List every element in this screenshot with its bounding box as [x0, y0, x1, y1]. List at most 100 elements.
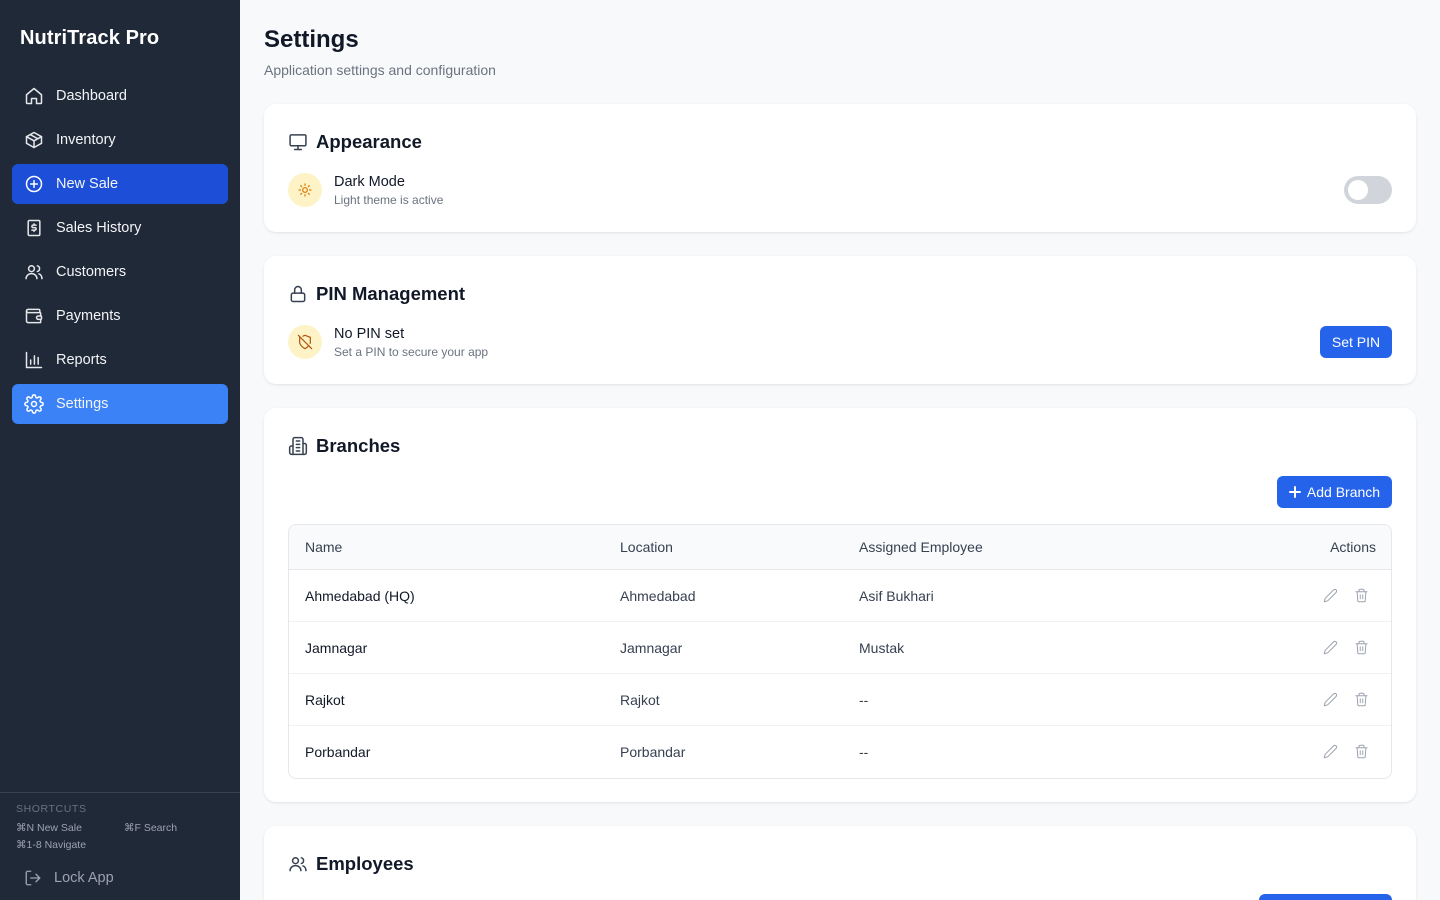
- column-header-employee: Assigned Employee: [859, 539, 983, 555]
- column-header-location: Location: [620, 539, 673, 555]
- dark-mode-row: Dark Mode Light theme is active: [288, 173, 1392, 207]
- trash-icon[interactable]: [1353, 586, 1369, 604]
- row-actions: [1307, 586, 1369, 604]
- monitor-icon: [289, 134, 307, 151]
- receipt-icon: [24, 218, 44, 238]
- logout-icon: [25, 870, 41, 886]
- pin-status-row: No PIN set Set a PIN to secure your app: [288, 325, 1392, 359]
- dark-mode-toggle[interactable]: [1344, 176, 1392, 204]
- branches-card: Branches Add Branch Name Location Assign…: [264, 408, 1416, 802]
- sidebar-item-new-sale[interactable]: New Sale: [12, 164, 228, 204]
- sidebar: NutriTrack Pro Dashboard Inventory New S…: [0, 0, 240, 900]
- sidebar-footer: SHORTCUTS ⌘N New Sale ⌘F Search ⌘1-8 Nav…: [0, 792, 240, 900]
- set-pin-button[interactable]: Set PIN: [1320, 326, 1392, 358]
- table-row: Porbandar Porbandar --: [289, 726, 1391, 778]
- sidebar-item-payments[interactable]: Payments: [12, 296, 228, 336]
- branch-employee: --: [859, 692, 869, 708]
- branch-employee: Mustak: [859, 640, 905, 656]
- users-icon: [289, 857, 307, 872]
- pin-status-label: No PIN set: [334, 325, 405, 342]
- employees-title: Employees: [316, 853, 414, 874]
- sidebar-item-reports[interactable]: Reports: [12, 340, 228, 380]
- toggle-knob: [1348, 180, 1368, 200]
- shortcut-search: ⌘F Search: [124, 822, 178, 834]
- shortcuts-title: SHORTCUTS: [16, 803, 87, 815]
- trash-icon[interactable]: [1353, 638, 1369, 656]
- plus-circle-icon: [24, 174, 44, 194]
- trash-icon[interactable]: [1353, 690, 1369, 708]
- column-header-actions: Actions: [1330, 539, 1376, 555]
- main-content: Settings Application settings and config…: [240, 0, 1440, 900]
- page-title: Settings: [264, 26, 359, 53]
- branch-name: Ahmedabad (HQ): [305, 588, 415, 604]
- sidebar-item-label: Reports: [56, 352, 107, 368]
- lock-app-button[interactable]: Lock App: [24, 869, 114, 887]
- branches-title: Branches: [316, 435, 401, 456]
- pin-header: PIN Management: [288, 283, 465, 305]
- edit-icon[interactable]: [1322, 742, 1338, 760]
- branch-location: Ahmedabad: [620, 588, 696, 604]
- column-header-name: Name: [305, 539, 343, 555]
- employees-card: Employees: [264, 826, 1416, 900]
- shortcut-new-sale: ⌘N New Sale: [16, 822, 82, 834]
- add-branch-label: Add Branch: [1306, 484, 1381, 500]
- branch-location: Porbandar: [620, 744, 686, 760]
- sidebar-item-sales-history[interactable]: Sales History: [12, 208, 228, 248]
- branch-name: Porbandar: [305, 744, 371, 760]
- table-row: Jamnagar Jamnagar Mustak: [289, 622, 1391, 674]
- pin-title: PIN Management: [316, 283, 466, 304]
- page-subtitle: Application settings and configuration: [264, 62, 496, 78]
- appearance-title: Appearance: [316, 131, 422, 152]
- sun-icon: [288, 173, 322, 207]
- branches-header: Branches: [288, 435, 400, 457]
- lock-app-label: Lock App: [54, 870, 114, 886]
- shortcut-navigate: ⌘1-8 Navigate: [16, 839, 87, 851]
- sidebar-item-settings[interactable]: Settings: [12, 384, 228, 424]
- table-row: Ahmedabad (HQ) Ahmedabad Asif Bukhari: [289, 570, 1391, 622]
- plus-icon: [1288, 486, 1301, 498]
- branch-employee: Asif Bukhari: [859, 588, 934, 604]
- branch-location: Rajkot: [620, 692, 660, 708]
- gear-icon: [24, 394, 44, 414]
- sidebar-item-label: New Sale: [56, 176, 119, 192]
- package-icon: [24, 130, 44, 150]
- branch-name: Jamnagar: [305, 640, 368, 656]
- sidebar-item-label: Dashboard: [56, 88, 127, 104]
- sidebar-item-label: Inventory: [56, 132, 116, 148]
- shield-off-icon: [288, 325, 322, 359]
- pin-status-desc: Set a PIN to secure your app: [334, 344, 489, 359]
- sidebar-item-label: Customers: [56, 264, 127, 280]
- sidebar-item-inventory[interactable]: Inventory: [12, 120, 228, 160]
- app-brand: NutriTrack Pro: [20, 27, 160, 49]
- home-icon: [24, 86, 44, 106]
- appearance-header: Appearance: [288, 131, 422, 153]
- branch-employee: --: [859, 744, 869, 760]
- table-row: Rajkot Rajkot --: [289, 674, 1391, 726]
- edit-icon[interactable]: [1322, 690, 1338, 708]
- wallet-icon: [24, 306, 44, 326]
- appearance-card: Appearance Dark Mode Light theme is acti…: [264, 104, 1416, 232]
- edit-icon[interactable]: [1322, 586, 1338, 604]
- row-actions: [1307, 742, 1369, 760]
- row-actions: [1307, 690, 1369, 708]
- dark-mode-status: Light theme is active: [334, 192, 444, 207]
- row-actions: [1307, 638, 1369, 656]
- edit-icon[interactable]: [1322, 638, 1338, 656]
- building-icon: [288, 436, 308, 456]
- add-employee-button[interactable]: [1259, 894, 1392, 900]
- sidebar-item-dashboard[interactable]: Dashboard: [12, 76, 228, 116]
- dark-mode-label: Dark Mode: [334, 173, 405, 190]
- lock-icon: [290, 285, 306, 303]
- employees-header: Employees: [288, 853, 414, 875]
- branches-table: Name Location Assigned Employee Actions …: [288, 524, 1392, 779]
- users-icon: [24, 262, 44, 282]
- add-branch-button[interactable]: Add Branch: [1277, 476, 1392, 508]
- branch-name: Rajkot: [305, 692, 345, 708]
- trash-icon[interactable]: [1353, 742, 1369, 760]
- sidebar-item-label: Payments: [56, 308, 121, 324]
- sidebar-nav: Dashboard Inventory New Sale Sales Histo…: [12, 76, 228, 428]
- pin-card: PIN Management No PIN set Set a PIN to s…: [264, 256, 1416, 384]
- table-header: Name Location Assigned Employee Actions: [289, 525, 1391, 570]
- sidebar-item-customers[interactable]: Customers: [12, 252, 228, 292]
- bar-chart-icon: [24, 350, 44, 370]
